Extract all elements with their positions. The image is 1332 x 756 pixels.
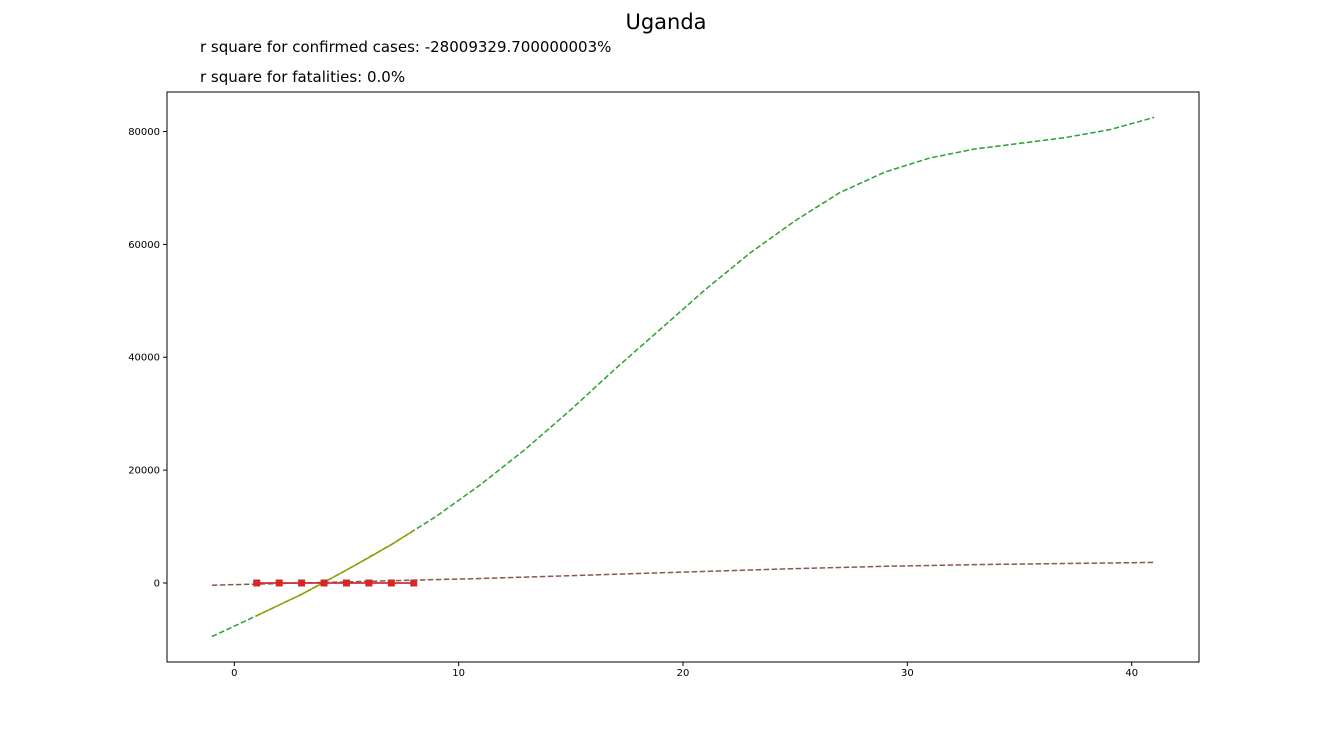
chart-title: Uganda xyxy=(625,10,707,34)
x-tick-label: 0 xyxy=(231,668,237,679)
y-tick-label: 80000 xyxy=(128,127,160,138)
y-tick-label: 60000 xyxy=(128,240,160,251)
x-tick-label: 40 xyxy=(1125,668,1138,679)
x-tick-label: 20 xyxy=(677,668,690,679)
plot-layer xyxy=(211,116,1155,638)
y-tick-label: 0 xyxy=(154,578,160,589)
r-square-fatalities-annotation: r square for fatalities: 0.0% xyxy=(200,68,406,86)
x-tick-label: 10 xyxy=(452,668,465,679)
y-tick-label: 20000 xyxy=(128,466,160,477)
y-tick-label: 40000 xyxy=(128,353,160,364)
plot-frame xyxy=(166,91,1200,663)
series-2-line xyxy=(256,529,415,617)
axis-layer: 0 10 20 30 40 0 20000 40000 60000 80000 xyxy=(128,91,1200,679)
x-tick-label: 30 xyxy=(901,668,914,679)
r-square-confirmed-annotation: r square for confirmed cases: -28009329.… xyxy=(200,38,612,56)
series-0-line xyxy=(211,116,1155,638)
